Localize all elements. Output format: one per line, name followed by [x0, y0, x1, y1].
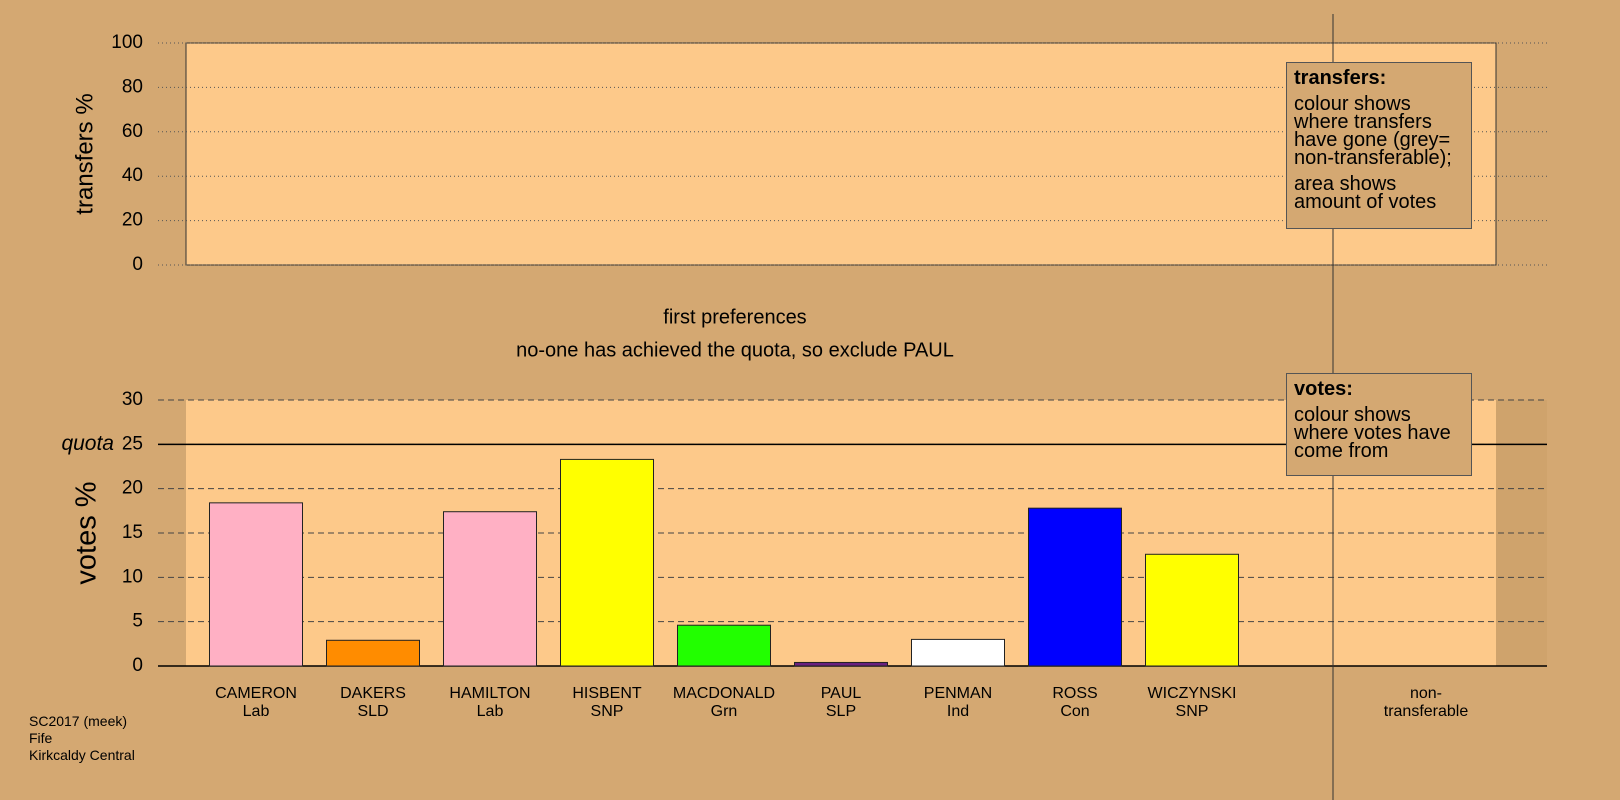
x-tick-label: HISBENT	[572, 685, 642, 702]
y-tick-label: 15	[122, 522, 143, 543]
party-label: SLD	[357, 703, 389, 720]
party-label: SLP	[825, 703, 857, 720]
quota-label: quota	[61, 432, 114, 455]
legend: votes: colour shows where votes have come…	[1286, 373, 1472, 476]
bar	[326, 639, 420, 667]
party-label: Lab	[476, 703, 504, 720]
bar	[1145, 553, 1239, 667]
footer-text: Fife	[29, 730, 53, 746]
y-tick-label: 0	[132, 655, 143, 676]
chart-subtitle: no-one has achieved the quota, so exclud…	[516, 339, 954, 361]
y-tick-label: 20	[122, 210, 143, 231]
bar	[209, 502, 303, 667]
y-tick-label: 20	[122, 478, 143, 499]
x-tick-label: ROSS	[1052, 685, 1098, 702]
x-tick-label: PENMAN	[923, 685, 993, 702]
y-tick-label: 60	[122, 121, 143, 142]
y-tick-label: 100	[111, 32, 143, 53]
bar	[677, 624, 771, 667]
plot-area	[185, 42, 1497, 266]
party-label: Ind	[946, 703, 970, 720]
x-tick-label: PAUL	[820, 685, 862, 702]
x-tick-label: WICZYNSKI	[1147, 685, 1237, 702]
footer-text: Kirkcaldy Central	[29, 747, 135, 763]
chart-title: first preferences	[663, 306, 806, 328]
footer-text: SC2017 (meek)	[29, 713, 128, 729]
y-axis-label: votes %	[71, 481, 103, 584]
party-label: SNP	[590, 703, 624, 720]
party-label: Lab	[242, 703, 270, 720]
y-tick-label: 10	[122, 566, 143, 587]
y-tick-label: 40	[122, 165, 143, 186]
legend-text: colour shows where transfers have gone (…	[1294, 93, 1452, 169]
legend-title: transfers:	[1294, 67, 1387, 89]
bar	[1028, 507, 1122, 667]
legend-text: area shows amount of votes	[1294, 173, 1437, 213]
y-tick-label: 80	[122, 76, 143, 97]
x-tick-label: non-transferable	[1383, 685, 1469, 720]
y-tick-label: 25	[122, 433, 143, 454]
legend-text: colour shows where votes have come from	[1294, 404, 1451, 462]
bar	[443, 511, 537, 667]
party-label: Con	[1060, 703, 1090, 720]
legend-title: votes:	[1294, 378, 1353, 400]
bar	[911, 638, 1005, 667]
bar	[794, 661, 888, 667]
y-axis-label: transfers %	[71, 93, 98, 214]
x-tick-label: CAMERON	[215, 685, 297, 702]
bar	[560, 458, 654, 667]
legend: transfers: colour shows where transfers h…	[1286, 62, 1472, 229]
x-tick-label: HAMILTON	[449, 685, 531, 702]
x-tick-label: DAKERS	[340, 685, 406, 702]
party-label: Grn	[710, 703, 738, 720]
y-tick-label: 30	[122, 389, 143, 410]
y-tick-label: 0	[132, 254, 143, 275]
party-label: SNP	[1175, 703, 1209, 720]
y-tick-label: 5	[132, 611, 143, 632]
x-tick-label: MACDONALD	[672, 685, 776, 702]
